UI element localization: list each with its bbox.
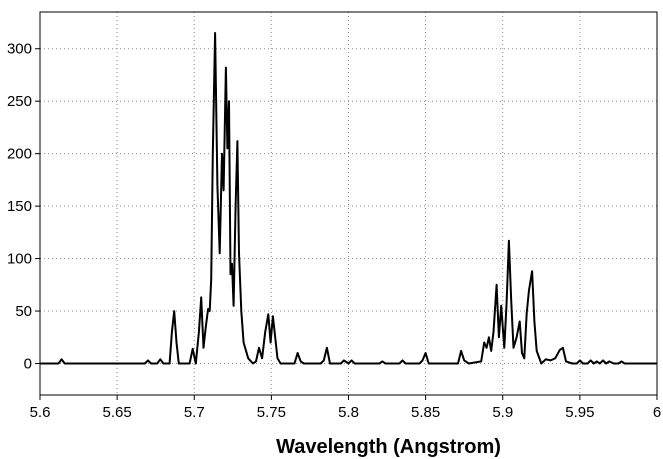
x-tick-label: 5.9 (492, 404, 513, 421)
grid-lines (40, 12, 657, 395)
series-layer (40, 32, 657, 365)
spectrum-series-line (40, 32, 657, 365)
x-tick-label: 5.85 (411, 404, 440, 421)
plot-frame (39, 11, 658, 396)
y-tick-label: 300 (7, 41, 32, 58)
y-tick-label: 50 (15, 303, 32, 320)
x-tick-label: 5.75 (257, 404, 286, 421)
x-tick-label: 5.65 (103, 404, 132, 421)
y-tick-label: 200 (7, 146, 32, 163)
x-tick-label: 5.7 (184, 404, 205, 421)
y-axis-ticks: 0 50 100 150 200 250 300 (7, 41, 40, 373)
y-tick-label: 100 (7, 251, 32, 268)
x-axis-title: Wavelength (Angstrom) (276, 436, 501, 458)
x-tick-label: 5.95 (565, 404, 594, 421)
x-axis-ticks: 5.6 5.65 5.7 5.75 5.8 5.85 5.9 5.95 6 (30, 395, 661, 421)
y-tick-label: 0 (24, 356, 32, 373)
x-tick-label: 5.8 (338, 404, 359, 421)
x-tick-label: 6 (653, 404, 661, 421)
x-tick-label: 5.6 (30, 404, 51, 421)
y-tick-label: 250 (7, 93, 32, 110)
y-tick-label: 150 (7, 198, 32, 215)
